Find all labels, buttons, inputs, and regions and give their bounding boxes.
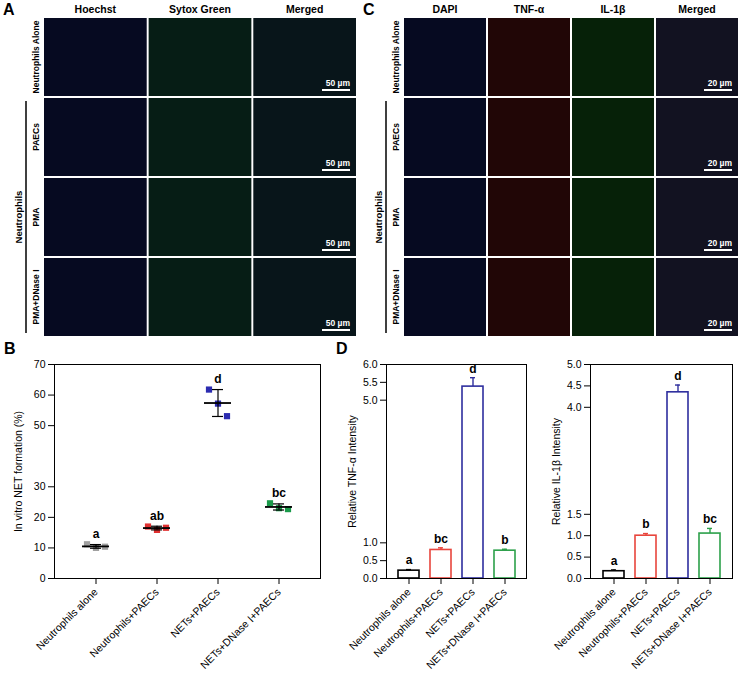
svg-text:Neutrophils alone: Neutrophils alone <box>34 586 100 652</box>
svg-text:Neutrophils: Neutrophils <box>373 191 384 244</box>
svg-text:20 µm: 20 µm <box>708 238 733 248</box>
svg-text:C: C <box>363 1 375 18</box>
svg-text:d: d <box>469 362 476 376</box>
svg-text:Neutrophils+PAECs: Neutrophils+PAECs <box>576 585 650 660</box>
svg-text:10: 10 <box>34 541 46 553</box>
svg-text:5.5: 5.5 <box>363 376 378 388</box>
svg-text:A: A <box>3 1 15 18</box>
svg-text:TNF-α: TNF-α <box>514 3 545 15</box>
svg-text:20: 20 <box>34 511 46 523</box>
svg-text:Neutrophils alone: Neutrophils alone <box>551 585 618 652</box>
svg-text:0.0: 0.0 <box>567 572 582 584</box>
svg-text:b: b <box>642 517 649 531</box>
html-text:B: B <box>4 340 16 357</box>
svg-text:DAPI: DAPI <box>432 3 457 15</box>
svg-text:4.0: 4.0 <box>567 401 582 413</box>
svg-text:a: a <box>611 554 618 568</box>
svg-text:0.5: 0.5 <box>567 550 582 562</box>
svg-text:b: b <box>501 533 508 547</box>
svg-text:a: a <box>406 553 413 567</box>
svg-text:50 µm: 50 µm <box>326 158 351 168</box>
svg-text:bc: bc <box>703 512 717 526</box>
svg-text:Relative TNF-α Intensity: Relative TNF-α Intensity <box>346 414 358 527</box>
svg-text:NETs+DNase Ⅰ+PAECs: NETs+DNase Ⅰ+PAECs <box>424 586 509 671</box>
svg-text:30: 30 <box>34 480 46 492</box>
svg-text:5.0: 5.0 <box>363 394 378 406</box>
svg-text:PMA+DNase I: PMA+DNase I <box>391 269 401 324</box>
svg-text:50 µm: 50 µm <box>326 238 351 248</box>
svg-text:20 µm: 20 µm <box>708 318 733 328</box>
svg-text:d: d <box>674 369 681 383</box>
svg-text:PMA: PMA <box>391 208 401 227</box>
svg-text:Hoechst: Hoechst <box>75 3 117 15</box>
svg-text:Neutrophils+PAECs: Neutrophils+PAECs <box>371 585 445 660</box>
svg-text:Relative IL-1β Intensity: Relative IL-1β Intensity <box>550 417 562 525</box>
svg-text:4.5: 4.5 <box>567 379 582 391</box>
svg-text:a: a <box>93 527 100 541</box>
svg-text:NETs+DNase Ⅰ+PAECs: NETs+DNase Ⅰ+PAECs <box>198 586 283 671</box>
svg-text:70: 70 <box>34 358 46 370</box>
svg-text:50 µm: 50 µm <box>326 318 351 328</box>
svg-text:0.0: 0.0 <box>363 572 378 584</box>
svg-text:20 µm: 20 µm <box>708 158 733 168</box>
svg-text:50 µm: 50 µm <box>326 78 351 88</box>
svg-text:d: d <box>214 372 221 386</box>
svg-text:bc: bc <box>272 486 286 500</box>
svg-text:1.0: 1.0 <box>363 536 378 548</box>
svg-text:Neutrophils+PAECs: Neutrophils+PAECs <box>87 586 161 660</box>
svg-text:5.0: 5.0 <box>567 358 582 370</box>
svg-text:Neutrophils Alone: Neutrophils Alone <box>391 20 401 93</box>
svg-text:PAECs: PAECs <box>391 123 401 151</box>
svg-text:ab: ab <box>150 509 164 523</box>
svg-text:Sytox Green: Sytox Green <box>169 3 231 15</box>
svg-text:PAECs: PAECs <box>31 123 41 151</box>
svg-text:6.0: 6.0 <box>363 358 378 370</box>
svg-text:1.5: 1.5 <box>567 508 582 520</box>
svg-text:In vitro NET formation (%): In vitro NET formation (%) <box>12 411 24 532</box>
svg-text:50: 50 <box>34 419 46 431</box>
svg-text:NETs+PAECs: NETs+PAECs <box>627 585 682 640</box>
svg-text:IL-1β: IL-1β <box>600 3 626 15</box>
html-text:D: D <box>336 340 348 357</box>
svg-text:Neutrophils Alone: Neutrophils Alone <box>31 20 41 93</box>
svg-text:60: 60 <box>34 388 46 400</box>
svg-text:PMA: PMA <box>31 208 41 227</box>
svg-text:Merged: Merged <box>286 3 323 15</box>
svg-text:Merged: Merged <box>678 3 715 15</box>
svg-text:bc: bc <box>434 532 448 546</box>
svg-text:Neutrophils alone: Neutrophils alone <box>346 585 413 652</box>
svg-text:NETs+PAECs: NETs+PAECs <box>422 585 477 640</box>
svg-text:0.5: 0.5 <box>363 554 378 566</box>
svg-text:PMA+DNase I: PMA+DNase I <box>31 269 41 324</box>
svg-text:NETs+PAECs: NETs+PAECs <box>168 586 222 640</box>
svg-text:20 µm: 20 µm <box>708 78 733 88</box>
svg-text:Neutrophils: Neutrophils <box>13 191 24 244</box>
svg-text:NETs+DNase Ⅰ+PAECs: NETs+DNase Ⅰ+PAECs <box>629 586 714 671</box>
svg-text:1.0: 1.0 <box>567 529 582 541</box>
svg-text:0: 0 <box>40 572 46 584</box>
